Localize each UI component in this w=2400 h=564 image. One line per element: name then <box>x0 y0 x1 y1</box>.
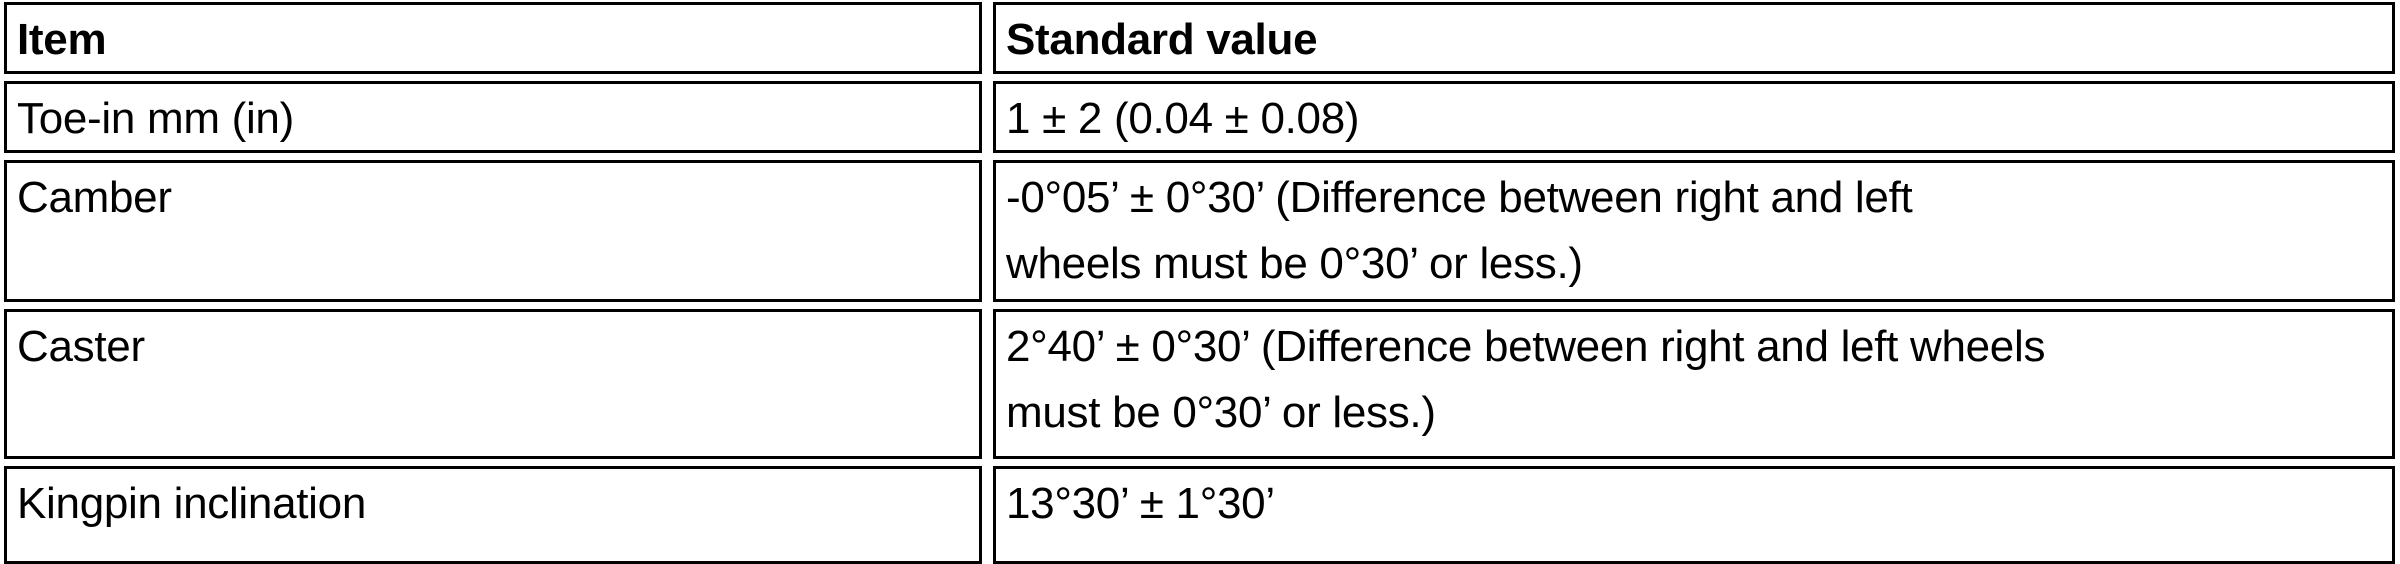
row-label-caster: Caster <box>4 309 982 459</box>
row-value-toe-in: 1 ± 2 (0.04 ± 0.08) <box>993 81 2395 153</box>
table-row: Camber -0°05’ ± 0°30’ (Difference betwee… <box>4 160 2396 302</box>
row-value-kingpin-inclination: 13°30’ ± 1°30’ <box>993 466 2395 564</box>
row-label-camber: Camber <box>4 160 982 302</box>
column-header-item: Item <box>4 2 982 74</box>
table-row: Toe-in mm (in) 1 ± 2 (0.04 ± 0.08) <box>4 81 2396 153</box>
table-row: Caster 2°40’ ± 0°30’ (Difference between… <box>4 309 2396 459</box>
table-row: Kingpin inclination 13°30’ ± 1°30’ <box>4 466 2396 564</box>
column-header-standard-value: Standard value <box>993 2 2395 74</box>
row-value-camber: -0°05’ ± 0°30’ (Difference between right… <box>993 160 2395 302</box>
row-value-caster: 2°40’ ± 0°30’ (Difference between right … <box>993 309 2395 459</box>
table-header-row: Item Standard value <box>4 2 2396 74</box>
row-label-kingpin-inclination: Kingpin inclination <box>4 466 982 564</box>
row-label-toe-in: Toe-in mm (in) <box>4 81 982 153</box>
